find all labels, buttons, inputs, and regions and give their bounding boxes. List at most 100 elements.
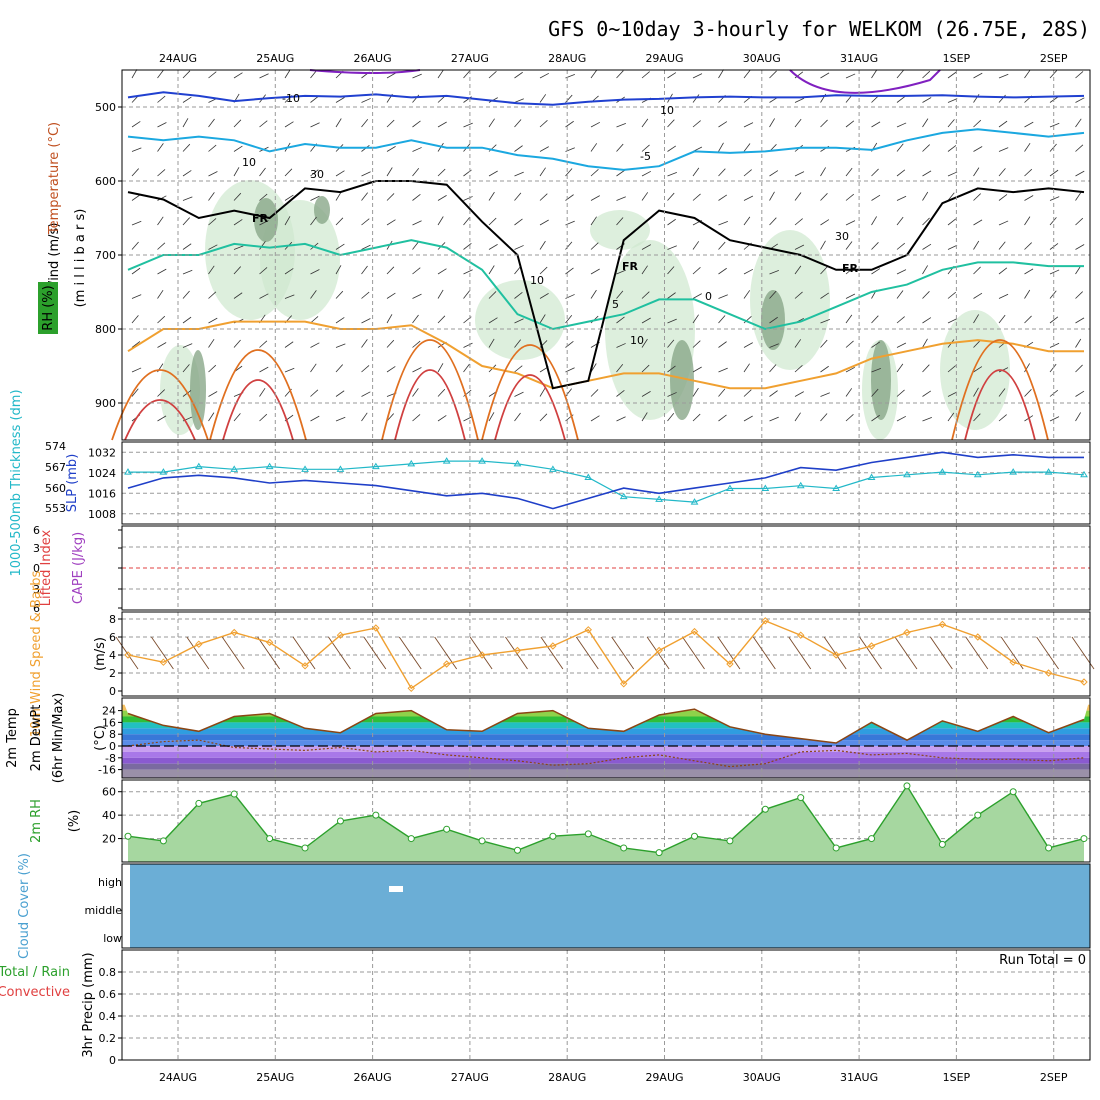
wind-barb bbox=[743, 415, 753, 422]
wind-barb bbox=[692, 120, 701, 128]
wind-marker bbox=[584, 626, 593, 634]
wind-barb bbox=[259, 413, 268, 422]
wind-barb bbox=[157, 122, 167, 128]
wind-barb bbox=[412, 194, 421, 201]
wind-barb bbox=[743, 69, 751, 79]
rh-marker bbox=[513, 846, 521, 854]
wind-barb bbox=[335, 364, 343, 373]
wind-marker bbox=[903, 628, 911, 637]
wind-barb bbox=[718, 121, 728, 128]
wind-barb bbox=[641, 144, 650, 152]
wind-barb bbox=[820, 292, 830, 299]
rh-shade-dark bbox=[314, 196, 330, 224]
wind-barb bbox=[871, 268, 881, 275]
precip-total-rain-label: Total / Rain bbox=[0, 965, 70, 980]
rh-marker bbox=[230, 790, 238, 798]
wind-barb bbox=[769, 118, 775, 128]
wind-barb bbox=[310, 96, 319, 103]
wind-barb bbox=[386, 146, 396, 152]
rh-marker bbox=[478, 837, 486, 845]
wind-barb bbox=[208, 144, 217, 152]
wind-barb bbox=[922, 291, 930, 299]
bottom-date-label: 30AUG bbox=[743, 1071, 781, 1084]
wind-barb bbox=[463, 122, 473, 128]
wind-barb bbox=[335, 170, 345, 177]
wind-barb bbox=[667, 72, 677, 79]
wind-barb bbox=[151, 636, 174, 670]
wind-barb bbox=[284, 367, 295, 373]
wind-barb bbox=[998, 314, 1006, 324]
wind-barb bbox=[437, 121, 447, 128]
slp-tick: 1016 bbox=[88, 487, 116, 500]
temperature-band bbox=[122, 734, 1090, 741]
rh-marker bbox=[1080, 835, 1088, 843]
wind-barb bbox=[335, 118, 342, 128]
wind-barb bbox=[616, 363, 624, 373]
top-date-label: 30AUG bbox=[743, 52, 781, 65]
wind-barb bbox=[641, 118, 649, 128]
wind-barb bbox=[1024, 242, 1032, 250]
slp-thickness-panel: 574 567 560 553 1032 1024 1016 1008 1000-500mb… bbox=[9, 389, 1091, 577]
wind-barb bbox=[667, 412, 675, 422]
y-tick-label: 0.6 bbox=[99, 988, 117, 1001]
label-millibars: (m i l l i b a r s) bbox=[73, 209, 88, 308]
wind-barb bbox=[794, 244, 805, 250]
thickness-line bbox=[128, 460, 1085, 503]
isotherm--5 bbox=[127, 128, 1085, 171]
contour-label: -5 bbox=[640, 150, 651, 163]
y-tick-label: 2 bbox=[109, 667, 116, 680]
y-tick-label: 8 bbox=[109, 613, 116, 626]
wind-barb bbox=[973, 266, 981, 275]
wind-barb bbox=[182, 96, 192, 103]
thickness-marker bbox=[1009, 468, 1018, 475]
rh-marker bbox=[443, 825, 451, 833]
wind-barb bbox=[1024, 195, 1034, 201]
wind-barb bbox=[1024, 121, 1034, 128]
thickness-marker bbox=[1044, 468, 1053, 475]
wind-marker bbox=[867, 642, 876, 650]
wind-barb bbox=[718, 388, 726, 397]
wind-barb bbox=[871, 121, 881, 128]
wind-barb bbox=[769, 217, 777, 226]
thickness-marker bbox=[690, 498, 699, 505]
wind-barb bbox=[743, 363, 750, 373]
wind-barb bbox=[922, 265, 928, 275]
wind-barb bbox=[922, 170, 932, 177]
wind-marker bbox=[159, 658, 168, 666]
wind-barb bbox=[514, 218, 523, 226]
wind-barb bbox=[1024, 168, 1033, 177]
y-tick-label: 0.4 bbox=[99, 1010, 117, 1023]
wind-barb bbox=[820, 365, 829, 373]
wind-barb bbox=[437, 388, 446, 397]
temperature-band bbox=[122, 740, 1090, 746]
wind-barb bbox=[590, 289, 597, 299]
wind-barb bbox=[769, 316, 778, 324]
wind-barb bbox=[667, 119, 675, 128]
thickness-marker bbox=[194, 462, 203, 470]
wind-barb bbox=[820, 119, 828, 128]
wind-barb bbox=[575, 636, 599, 670]
label-rh: RH (%) bbox=[41, 285, 56, 330]
thickness-marker bbox=[336, 465, 345, 472]
wind-barb bbox=[131, 388, 139, 397]
y-tick-label: 3 bbox=[33, 542, 40, 555]
wind-barb bbox=[667, 292, 676, 299]
bottom-date-axis: 24AUG 25AUG 26AUG 27AUG 28AUG 29AUG 30AUG 31AUG… bbox=[159, 1071, 1068, 1084]
wind-barb bbox=[386, 292, 396, 299]
wind-barb bbox=[667, 218, 676, 226]
dewpt-label: 2m DewPt bbox=[29, 705, 44, 772]
wind-barb bbox=[284, 216, 291, 226]
cloud-level-label: middle bbox=[84, 904, 122, 917]
wind-barb bbox=[692, 167, 700, 177]
wind-barb bbox=[208, 171, 218, 177]
thickness-marker bbox=[407, 459, 416, 467]
y-tick-label: 60 bbox=[102, 786, 116, 799]
rh-marker bbox=[974, 811, 982, 819]
wind10m-panel: 8 6 4 2 0 10m Wind Speed & Barbs (m/s) bbox=[29, 571, 1095, 737]
cape-li-panel: 6 3 0 3 6 Lifted Index CAPE (J/kg) bbox=[33, 524, 1091, 615]
y-tick-label: 0.8 bbox=[99, 966, 117, 979]
y-tick-label: 0 bbox=[109, 685, 116, 698]
wind-barb bbox=[514, 245, 524, 250]
wind-barb bbox=[335, 265, 342, 275]
